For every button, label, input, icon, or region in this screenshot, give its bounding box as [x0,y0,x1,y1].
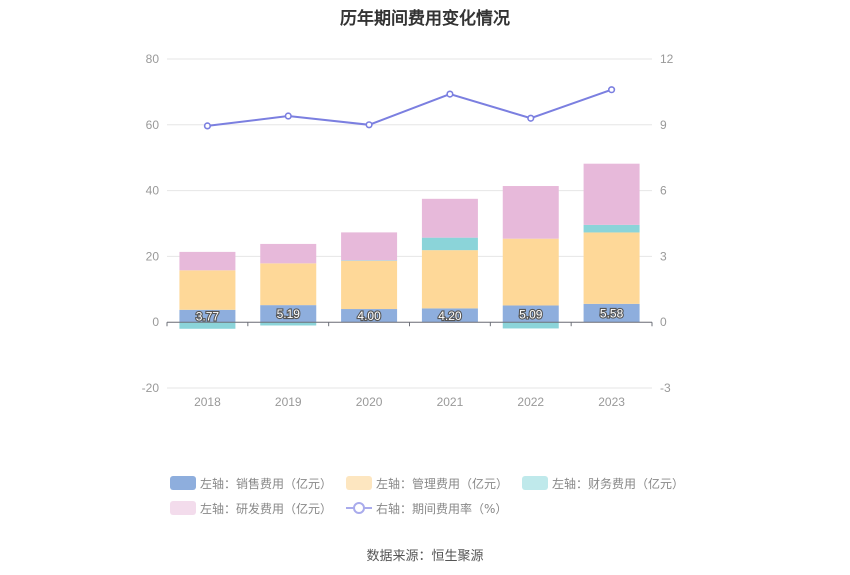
bar-s1-2021 [421,250,478,309]
bar-s0-2021 [421,308,478,323]
legend-label-rate: 右轴：期间费用率（%） [376,501,508,516]
line-point-2019 [284,112,292,120]
line-point-2021 [446,90,454,98]
x-axis-tick-2021: 2021 [437,395,464,409]
data-label-2018: 3.77 [196,309,220,323]
legend-item-rate[interactable]: 右轴：期间费用率（%） [346,500,507,517]
left-axis-tick-2: 20 [146,249,160,263]
legend: 左轴：销售费用（亿元） 左轴：管理费用（亿元） 左轴：财务费用（亿元） 左轴：研… [170,472,690,522]
x-axis-tick-2022: 2022 [517,395,544,409]
bar-s2-2018 [179,322,236,329]
bar-s3-2022 [502,186,559,239]
bar-s1-2019 [260,263,317,306]
line-point-2023 [607,86,616,94]
legend-item-finance[interactable]: 左轴：财务费用（亿元） [522,475,684,492]
bar-s3-2018 [179,251,236,271]
right-axis-tick-3: 6 [660,184,667,198]
legend-swatch-rnd [170,501,196,515]
legend-label-rnd: 左轴：研发费用（亿元） [200,501,333,516]
bar-s3-2020 [341,232,398,261]
left-axis-tick-4: 60 [146,118,160,132]
line-point-2018 [203,122,212,130]
bar-s2-2019 [260,322,317,326]
legend-item-admin[interactable]: 左轴：管理费用（亿元） [346,475,508,492]
bar-s3-2021 [421,198,478,238]
bar-s2-2023 [583,224,640,233]
bar-s2-2021 [421,237,478,251]
legend-item-rnd[interactable]: 左轴：研发费用（亿元） [170,500,332,517]
data-label-2021: 4.20 [438,309,462,323]
legend-label-finance: 左轴：财务费用（亿元） [552,476,685,491]
data-label-2019: 5.19 [277,307,301,321]
bar-s0-2018 [179,309,236,323]
right-axis-tick-1: 0 [660,315,667,329]
bar-s0-2019 [260,305,317,323]
bar-s2-2020 [341,260,398,261]
bar-s1-2018 [179,270,236,310]
left-axis-tick-3: 40 [146,184,160,198]
right-axis-tick-2: 3 [660,249,667,263]
chart-title: 历年期间费用变化情况 [340,9,510,29]
bar-s0-2022 [502,305,559,323]
left-axis-tick-0: -20 [142,381,160,395]
left-axis-tick-5: 80 [146,52,160,66]
bar-s3-2019 [260,243,317,264]
legend-label-admin: 左轴：管理费用（亿元） [376,476,509,491]
bar-s3-2023 [583,163,640,225]
line-point-2020 [365,121,373,129]
line-rate [207,88,612,127]
x-axis-tick-2023: 2023 [598,395,625,409]
x-axis-tick-2018: 2018 [194,395,221,409]
x-axis-tick-2020: 2020 [356,395,383,409]
left-axis-tick-1: 0 [152,315,159,329]
data-label-2020: 4.00 [357,309,381,323]
data-label-2022: 5.09 [519,307,543,321]
right-axis-tick-0: -3 [660,381,671,395]
line-point-2022 [527,114,535,122]
right-axis-tick-5: 12 [660,52,674,66]
bar-s1-2023 [583,232,640,304]
bar-s2-2022 [502,322,559,329]
legend-swatch-finance [522,476,549,490]
data-label-2023: 5.58 [600,307,624,321]
legend-swatch-sales [170,476,196,490]
legend-line-rate-icon [346,502,373,514]
data-source: 数据来源：恒生聚源 [366,549,484,564]
bar-s0-2020 [341,309,398,323]
legend-item-sales[interactable]: 左轴：销售费用（亿元） [170,475,332,492]
legend-label-sales: 左轴：销售费用（亿元） [200,476,333,491]
bar-s0-2023 [583,303,640,323]
chart-plot: -20 0 20 40 60 80 -3 0 3 6 9 12 2018 2019 2020 2021 2022… [142,52,674,409]
legend-swatch-admin [346,476,373,490]
bar-s1-2022 [502,238,559,306]
right-axis-tick-4: 9 [660,118,667,132]
x-axis-tick-2019: 2019 [275,395,302,409]
bar-s1-2020 [341,260,398,310]
